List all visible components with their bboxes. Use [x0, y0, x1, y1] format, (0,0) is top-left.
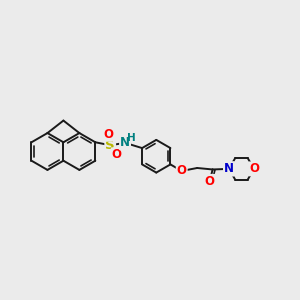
Text: N: N	[120, 136, 130, 149]
Text: H: H	[127, 133, 135, 142]
Text: O: O	[249, 162, 259, 176]
Text: O: O	[205, 175, 215, 188]
Text: O: O	[112, 148, 122, 161]
Text: O: O	[177, 164, 187, 178]
Text: S: S	[105, 139, 115, 152]
Text: N: N	[224, 162, 234, 176]
Text: O: O	[104, 128, 114, 141]
Text: N: N	[224, 162, 234, 176]
